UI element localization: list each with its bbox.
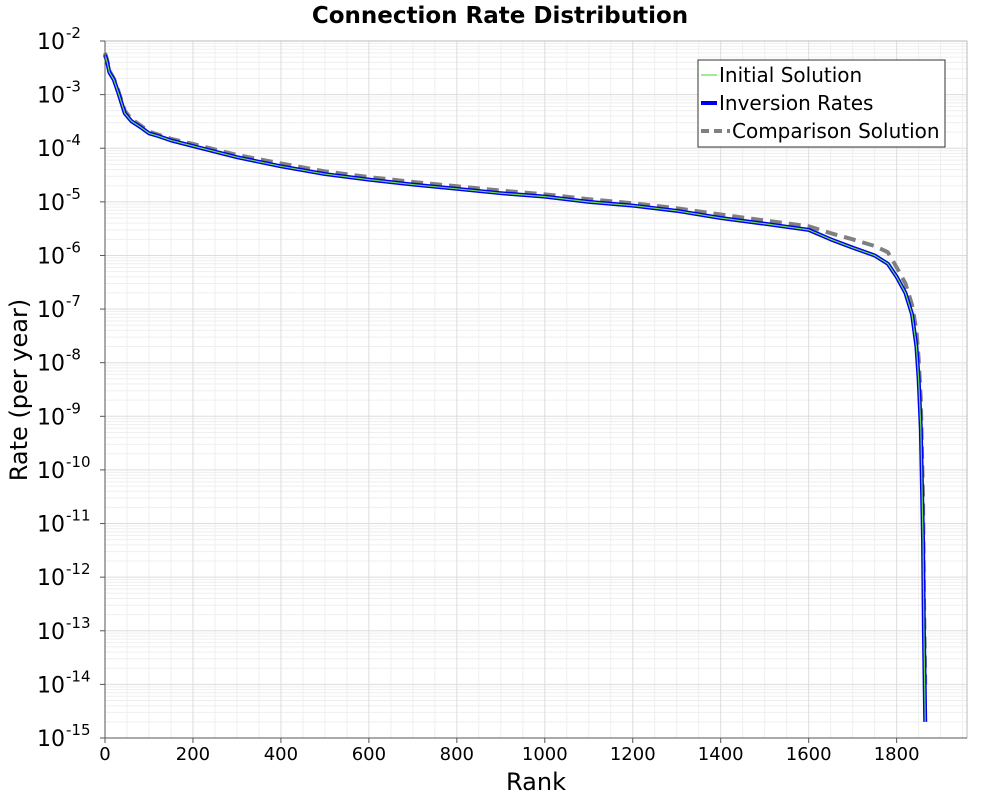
y-tick-label-base: 10 xyxy=(37,513,65,538)
y-tick-label-exponent: -9 xyxy=(66,399,81,417)
x-tick-label: 800 xyxy=(440,744,474,765)
y-tick-label-exponent: -6 xyxy=(66,238,81,256)
y-tick-label-base: 10 xyxy=(37,191,65,216)
y-tick-label-base: 10 xyxy=(37,84,65,109)
x-tick-label: 0 xyxy=(99,744,110,765)
y-tick-label-exponent: -13 xyxy=(66,614,91,632)
x-tick-label: 1000 xyxy=(522,744,568,765)
y-tick-label-base: 10 xyxy=(37,673,65,698)
y-axis-label: Rate (per year) xyxy=(5,299,33,481)
y-tick-label-base: 10 xyxy=(37,727,65,752)
y-ticks: 10-210-310-410-510-610-710-810-910 -1010-… xyxy=(37,24,105,752)
y-tick-label-exponent: -11 xyxy=(66,507,91,525)
x-tick-label: 1800 xyxy=(874,744,920,765)
y-tick-label-base: 10 xyxy=(37,459,65,484)
y-tick-label-base: 10 xyxy=(37,30,65,55)
legend: Initial Solution Inversion Rates Compariso… xyxy=(697,59,946,148)
legend-box xyxy=(697,59,946,148)
legend-label: Inversion Rates xyxy=(719,91,873,115)
y-tick-label-exponent: -12 xyxy=(66,560,91,578)
y-tick-label-exponent: -7 xyxy=(66,292,81,310)
y-tick-label-base: 10 xyxy=(37,137,65,162)
x-tick-label: 600 xyxy=(352,744,386,765)
x-tick-label: 200 xyxy=(176,744,210,765)
y-tick-label-base: 10 xyxy=(37,405,65,430)
legend-label: Comparison Solution xyxy=(732,119,940,143)
series-line-initial-solution xyxy=(104,54,926,722)
y-tick-label-base: 10 xyxy=(37,620,65,645)
y-tick-label-exponent: -3 xyxy=(66,78,81,96)
x-tick-label: 1200 xyxy=(610,744,656,765)
y-tick-label-exponent: -2 xyxy=(66,24,81,42)
y-tick-label-base: 10 xyxy=(37,298,65,323)
series-line-comparison-solution xyxy=(103,52,928,685)
y-tick-label-base: 10 xyxy=(37,566,65,591)
x-tick-label: 1600 xyxy=(786,744,832,765)
y-tick-label-exponent: -4 xyxy=(66,131,81,149)
x-tick-label: 1400 xyxy=(698,744,744,765)
y-tick-label-exponent: -10 xyxy=(66,453,91,471)
x-tick-label: 400 xyxy=(264,744,298,765)
y-tick-label-base: 10 xyxy=(37,244,65,269)
legend-label: Initial Solution xyxy=(719,63,862,87)
y-tick-label-base: 10 xyxy=(37,352,65,377)
y-tick-label-exponent: -5 xyxy=(66,185,81,203)
chart-title: Connection Rate Distribution xyxy=(312,3,688,29)
x-ticks: 0 200 400 600 800 1000 1200 1400 1600 1800 xyxy=(99,738,920,765)
y-tick-label-exponent: -15 xyxy=(66,721,91,739)
y-tick-label-exponent: -8 xyxy=(66,346,81,364)
y-tick-label-exponent: -14 xyxy=(66,667,91,685)
x-axis-label: Rank xyxy=(506,768,566,796)
series-layer xyxy=(103,52,928,722)
